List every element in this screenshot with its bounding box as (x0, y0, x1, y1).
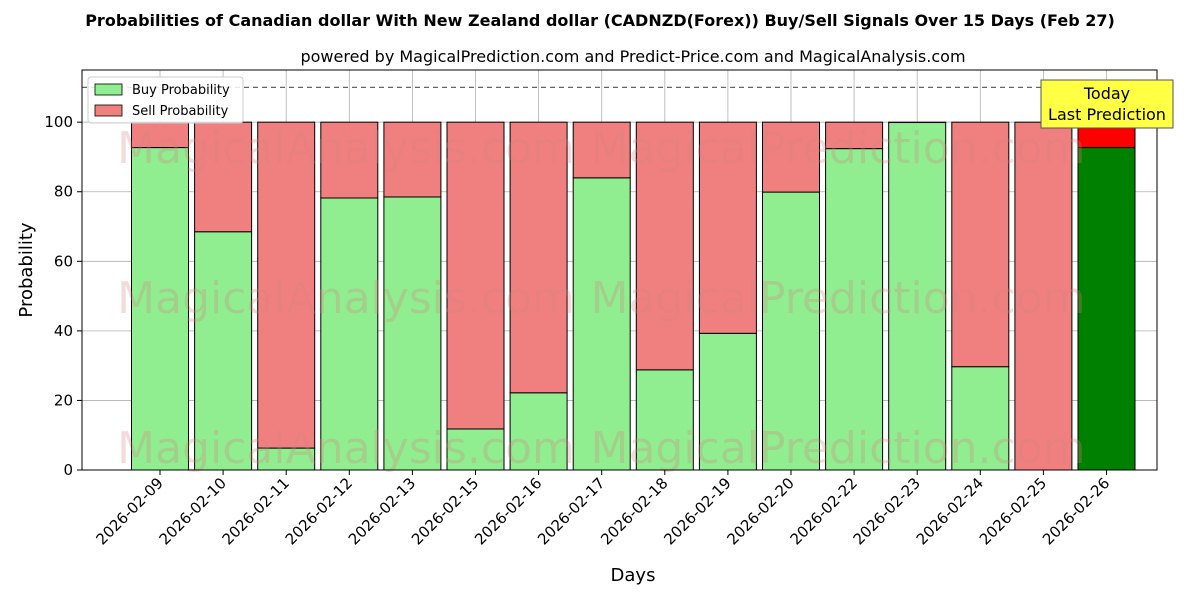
bar-sell-probability (698, 121, 757, 334)
legend: Buy Probability Sell Probability (87, 76, 244, 124)
bar-buy-probability (635, 369, 694, 471)
bars (131, 121, 1136, 471)
legend-label-sell: Sell Probability (132, 104, 229, 119)
y-tick-label: 100 (44, 113, 73, 131)
x-tick-label: 2026-02-25 (976, 474, 1050, 548)
x-tick-label: 2026-02-22 (787, 474, 861, 548)
today-annotation-line2: Last Prediction (1048, 105, 1166, 124)
bar-buy-probability (383, 196, 442, 471)
bar-sell-probability (572, 121, 631, 179)
bar-sell-probability (257, 121, 316, 449)
bar-sell-probability (951, 121, 1010, 368)
bar-buy-probability (1077, 147, 1136, 471)
bar-buy-probability (762, 191, 820, 471)
bar-buy-probability (194, 231, 253, 471)
x-tick-label: 2026-02-17 (534, 474, 608, 548)
today-annotation-box (1040, 79, 1174, 129)
bar-buy-probability (888, 122, 947, 471)
x-tick-label: 2026-02-26 (1039, 474, 1113, 548)
today-annotation: Today Last Prediction (1040, 79, 1174, 129)
y-axis-ticks: 0 20 40 60 80 100 (44, 113, 82, 479)
watermark-text: MagicalAnalysis.com (117, 273, 575, 324)
x-tick-label: 2026-02-16 (471, 474, 545, 548)
bar-buy-probability (951, 366, 1010, 471)
plot-frame (81, 69, 1158, 471)
watermark-layer: MagicalAnalysis.com MagicalPrediction.com… (117, 123, 1085, 474)
bar-sell-probability (320, 121, 379, 199)
x-tick-label: 2026-02-10 (156, 474, 230, 548)
x-tick-label: 2026-02-20 (723, 474, 797, 548)
legend-label-buy: Buy Probability (132, 83, 230, 98)
x-tick-label: 2026-02-19 (660, 474, 734, 548)
x-tick-label: 2026-02-23 (850, 474, 924, 548)
watermark-text: MagicalPrediction.com (591, 423, 1086, 474)
x-tick-label: 2026-02-11 (219, 474, 293, 548)
bar-sell-probability (446, 121, 505, 430)
legend-swatch-sell (94, 104, 123, 117)
y-axis-label: Probability (16, 222, 37, 317)
bar-sell-probability (509, 121, 568, 394)
x-tick-label: 2026-02-15 (408, 474, 482, 548)
x-axis-ticks: 2026-02-092026-02-102026-02-112026-02-12… (92, 470, 1113, 548)
bar-sell-probability (635, 121, 694, 371)
bar-sell-probability (762, 121, 820, 193)
y-tick-label: 20 (54, 391, 73, 409)
bar-sell-probability (825, 121, 884, 150)
chart-title: Probabilities of Canadian dollar With Ne… (85, 11, 1115, 30)
watermark-text: MagicalAnalysis.com (117, 123, 575, 174)
bar-buy-probability (572, 177, 631, 471)
x-tick-label: 2026-02-12 (282, 474, 356, 548)
legend-frame (87, 76, 244, 124)
y-tick-label: 80 (54, 183, 73, 201)
x-tick-label: 2026-02-18 (597, 474, 671, 548)
x-tick-label: 2026-02-09 (92, 474, 166, 548)
chart-subtitle: powered by MagicalPrediction.com and Pre… (300, 47, 965, 66)
y-tick-label: 40 (54, 322, 73, 340)
watermark-text: MagicalAnalysis.com (117, 423, 575, 474)
x-tick-label: 2026-02-13 (345, 474, 419, 548)
watermark-text: MagicalPrediction.com (591, 123, 1086, 174)
watermark-text: MagicalPrediction.com (591, 273, 1086, 324)
legend-swatch-buy (94, 83, 123, 96)
y-tick-label: 60 (54, 252, 73, 270)
y-tick-label: 0 (63, 461, 73, 479)
today-annotation-line1: Today (1083, 84, 1130, 103)
x-axis-label: Days (611, 565, 656, 586)
x-tick-label: 2026-02-24 (913, 474, 987, 548)
bar-buy-probability (825, 148, 884, 471)
bar-sell-probability (383, 121, 442, 198)
